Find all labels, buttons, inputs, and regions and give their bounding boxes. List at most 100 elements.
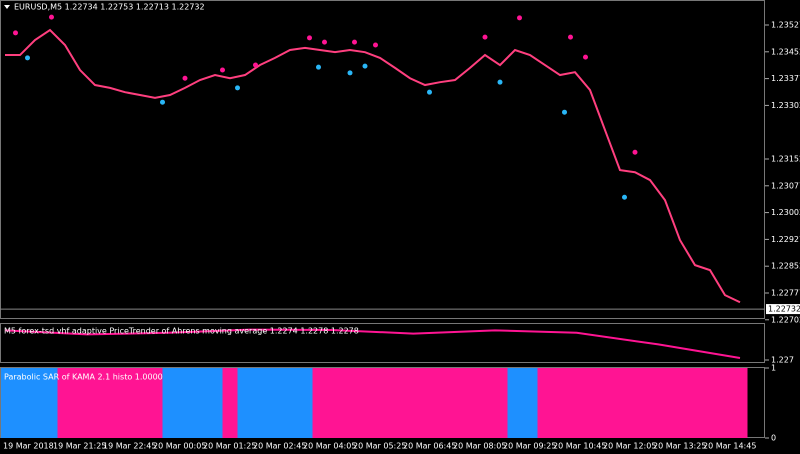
histo-bar <box>612 368 628 438</box>
x-tick-label: 20 Mar 02:45 <box>253 442 306 451</box>
sar-dot <box>160 99 165 105</box>
histo-bar <box>432 368 448 438</box>
sar-dot <box>182 75 188 81</box>
sar-dot <box>373 42 378 48</box>
chart-title: EURUSD,M5 1.22734 1.22753 1.22713 1.2273… <box>14 3 205 12</box>
sar-dot <box>316 64 321 70</box>
histo-bar <box>417 368 433 438</box>
histo-bar <box>522 368 538 438</box>
y-tick-label: 1.23077 <box>771 181 800 190</box>
histo-bar <box>642 368 658 438</box>
histo-bar <box>387 368 403 438</box>
histo-bar <box>582 368 598 438</box>
histo-bar <box>87 368 103 438</box>
histo-bar <box>447 368 463 438</box>
histo-bar <box>147 368 163 438</box>
histo-bar <box>357 368 373 438</box>
sar-dot <box>307 35 312 41</box>
sar-dot <box>583 54 588 60</box>
y-tick-label: 1.23452 <box>771 47 800 56</box>
y-tick-label: 1.23302 <box>771 101 800 110</box>
histo-bar <box>402 368 418 438</box>
sar-dot <box>235 85 240 91</box>
histo-bar <box>462 368 478 438</box>
histo-bar <box>597 368 613 438</box>
x-tick-label: 20 Mar 05:25 <box>353 442 406 451</box>
histo-bar <box>27 368 43 438</box>
sar-dot <box>347 70 353 76</box>
x-tick-label: 19 Mar 22:45 <box>103 442 156 451</box>
x-tick-label: 20 Mar 13:25 <box>653 442 706 451</box>
main-panel <box>0 0 765 319</box>
histo-bar <box>162 368 178 438</box>
histo-bar <box>267 368 283 438</box>
sar-dot <box>322 39 327 45</box>
histo-bar <box>537 368 553 438</box>
sar-dot <box>482 34 488 40</box>
histo-bar <box>132 368 148 438</box>
sar-dot <box>622 194 627 200</box>
histo-bar <box>282 368 298 438</box>
histo-bar <box>627 368 643 438</box>
histo-bar <box>102 368 118 438</box>
histo-bar <box>237 368 253 438</box>
histo-bar <box>57 368 73 438</box>
y-tick-label: 1.23152 <box>771 155 800 164</box>
histo-bar <box>567 368 583 438</box>
sar-dot <box>220 67 225 73</box>
histo-bar <box>42 368 58 438</box>
histo-bar <box>687 368 703 438</box>
histo-bar <box>177 368 193 438</box>
y-tick-label: 1.22852 <box>771 262 800 271</box>
x-tick-label: 20 Mar 14:45 <box>703 442 756 451</box>
x-tick-label: 20 Mar 04:05 <box>303 442 356 451</box>
histo-bar <box>492 368 508 438</box>
sar-dot <box>517 15 522 21</box>
y-tick-label: 1.23527 <box>771 21 800 30</box>
histo-bar <box>72 368 88 438</box>
sar-dot <box>568 34 573 40</box>
x-tick-label: 20 Mar 06:45 <box>403 442 456 451</box>
indicator-title: M5 forex-tsd vhf adaptive PriceTrender o… <box>4 327 359 336</box>
histo-title: Parabolic SAR of KAMA 2.1 histo 1.0000 <box>4 373 163 382</box>
y-tick-label: 1.23377 <box>771 74 800 83</box>
y-tick-label: 1.22777 <box>771 288 800 297</box>
sar-dot <box>352 39 357 45</box>
sar-dot <box>427 89 432 95</box>
y-tick-label: 1.23002 <box>771 208 800 217</box>
histo-bar <box>252 368 268 438</box>
menu-arrow <box>4 5 10 9</box>
histo-bar <box>192 368 208 438</box>
x-tick-label: 19 Mar 2018 <box>3 442 54 451</box>
sar-dot <box>253 62 258 68</box>
sar-dot <box>562 109 567 115</box>
histo-bar <box>12 368 28 438</box>
x-tick-label: 20 Mar 00:05 <box>153 442 206 451</box>
y-tick-label: 1.22702 <box>771 315 800 324</box>
sar-dot <box>25 55 30 61</box>
sar-dot <box>13 30 18 36</box>
histo-bar <box>1 368 13 438</box>
x-tick-label: 20 Mar 08:05 <box>453 442 506 451</box>
histo-bar <box>702 368 718 438</box>
middle-panel <box>0 323 765 363</box>
y-tick-label: 0 <box>771 434 776 443</box>
sar-dot <box>632 149 638 155</box>
sar-dot <box>362 63 368 69</box>
histo-bar <box>657 368 673 438</box>
histo-bar <box>222 368 238 438</box>
last-price-box <box>766 304 800 315</box>
histo-bar <box>672 368 688 438</box>
y-tick-label: 1.22927 <box>771 235 800 244</box>
last-price-label: 1.22732 <box>768 305 800 314</box>
y-tick-label: 1.227 <box>771 356 794 365</box>
histo-bar <box>297 368 313 438</box>
histo-bar <box>327 368 343 438</box>
histo-bar <box>117 368 133 438</box>
histo-bar <box>207 368 223 438</box>
histo-bar <box>342 368 358 438</box>
histo-bar <box>717 368 733 438</box>
price-line <box>4 328 741 359</box>
sar-dot <box>497 79 503 85</box>
